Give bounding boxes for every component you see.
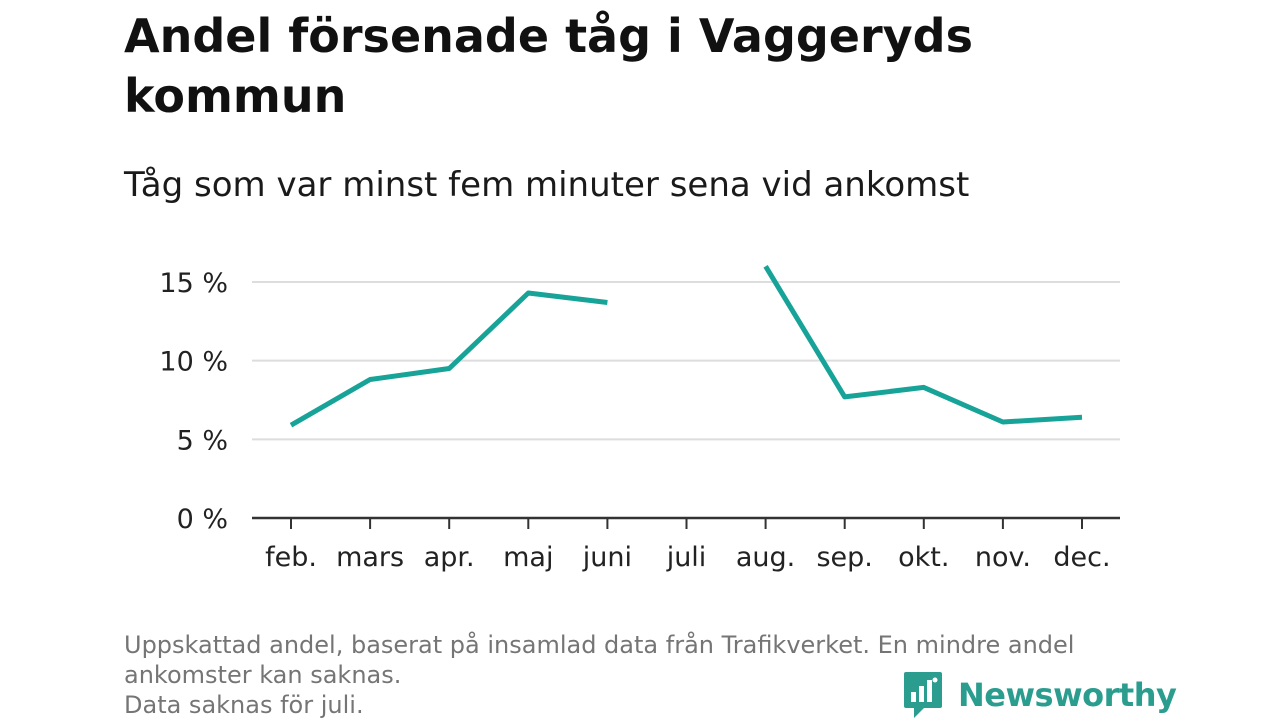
footnote-line: Uppskattad andel, baserat på insamlad da… (124, 631, 1075, 659)
line-chart: 0 % 5 % 10 % 15 % feb. mars apr. maj juni juli au… (159, 265, 1120, 573)
y-tick-label: 0 % (177, 504, 228, 535)
series-line-segment (763, 265, 1083, 425)
x-tick-label: dec. (1053, 542, 1110, 573)
brand-logo: Newsworthy (902, 670, 1177, 720)
x-tick-label: sep. (816, 542, 872, 573)
x-tick-label: juni (582, 542, 632, 573)
y-tick-label: 5 % (177, 425, 228, 456)
x-tick-label: maj (503, 542, 553, 573)
footnote-line: ankomster kan saknas. (124, 661, 402, 689)
footnote: Uppskattad andel, baserat på insamlad da… (124, 630, 1164, 720)
footnote-line: Data saknas för juli. (124, 691, 364, 719)
chart-subtitle: Tåg som var minst fem minuter sena vid a… (124, 165, 970, 205)
x-tick-label: nov. (975, 542, 1031, 573)
newsworthy-logo-icon (904, 672, 942, 718)
x-tick-label: apr. (424, 542, 475, 573)
y-axis-labels: 0 % 5 % 10 % 15 % (159, 268, 228, 535)
x-axis (252, 516, 1120, 529)
chart-title: Andel försenade tåg i Vaggeryds kommun (124, 9, 973, 123)
x-tick-label: feb. (265, 542, 317, 573)
y-tick-label: 10 % (159, 347, 228, 378)
gridlines (252, 281, 1120, 441)
x-tick-label: juli (666, 542, 707, 573)
brand-name: Newsworthy (958, 676, 1177, 714)
y-tick-label: 15 % (159, 268, 228, 299)
x-tick-label: aug. (736, 542, 795, 573)
x-axis-labels: feb. mars apr. maj juni juli aug. sep. okt. nov. d… (265, 542, 1111, 573)
x-tick-label: okt. (898, 542, 949, 573)
series-lines (289, 265, 1083, 428)
series-line-segment (289, 290, 608, 428)
x-tick-label: mars (336, 542, 404, 573)
